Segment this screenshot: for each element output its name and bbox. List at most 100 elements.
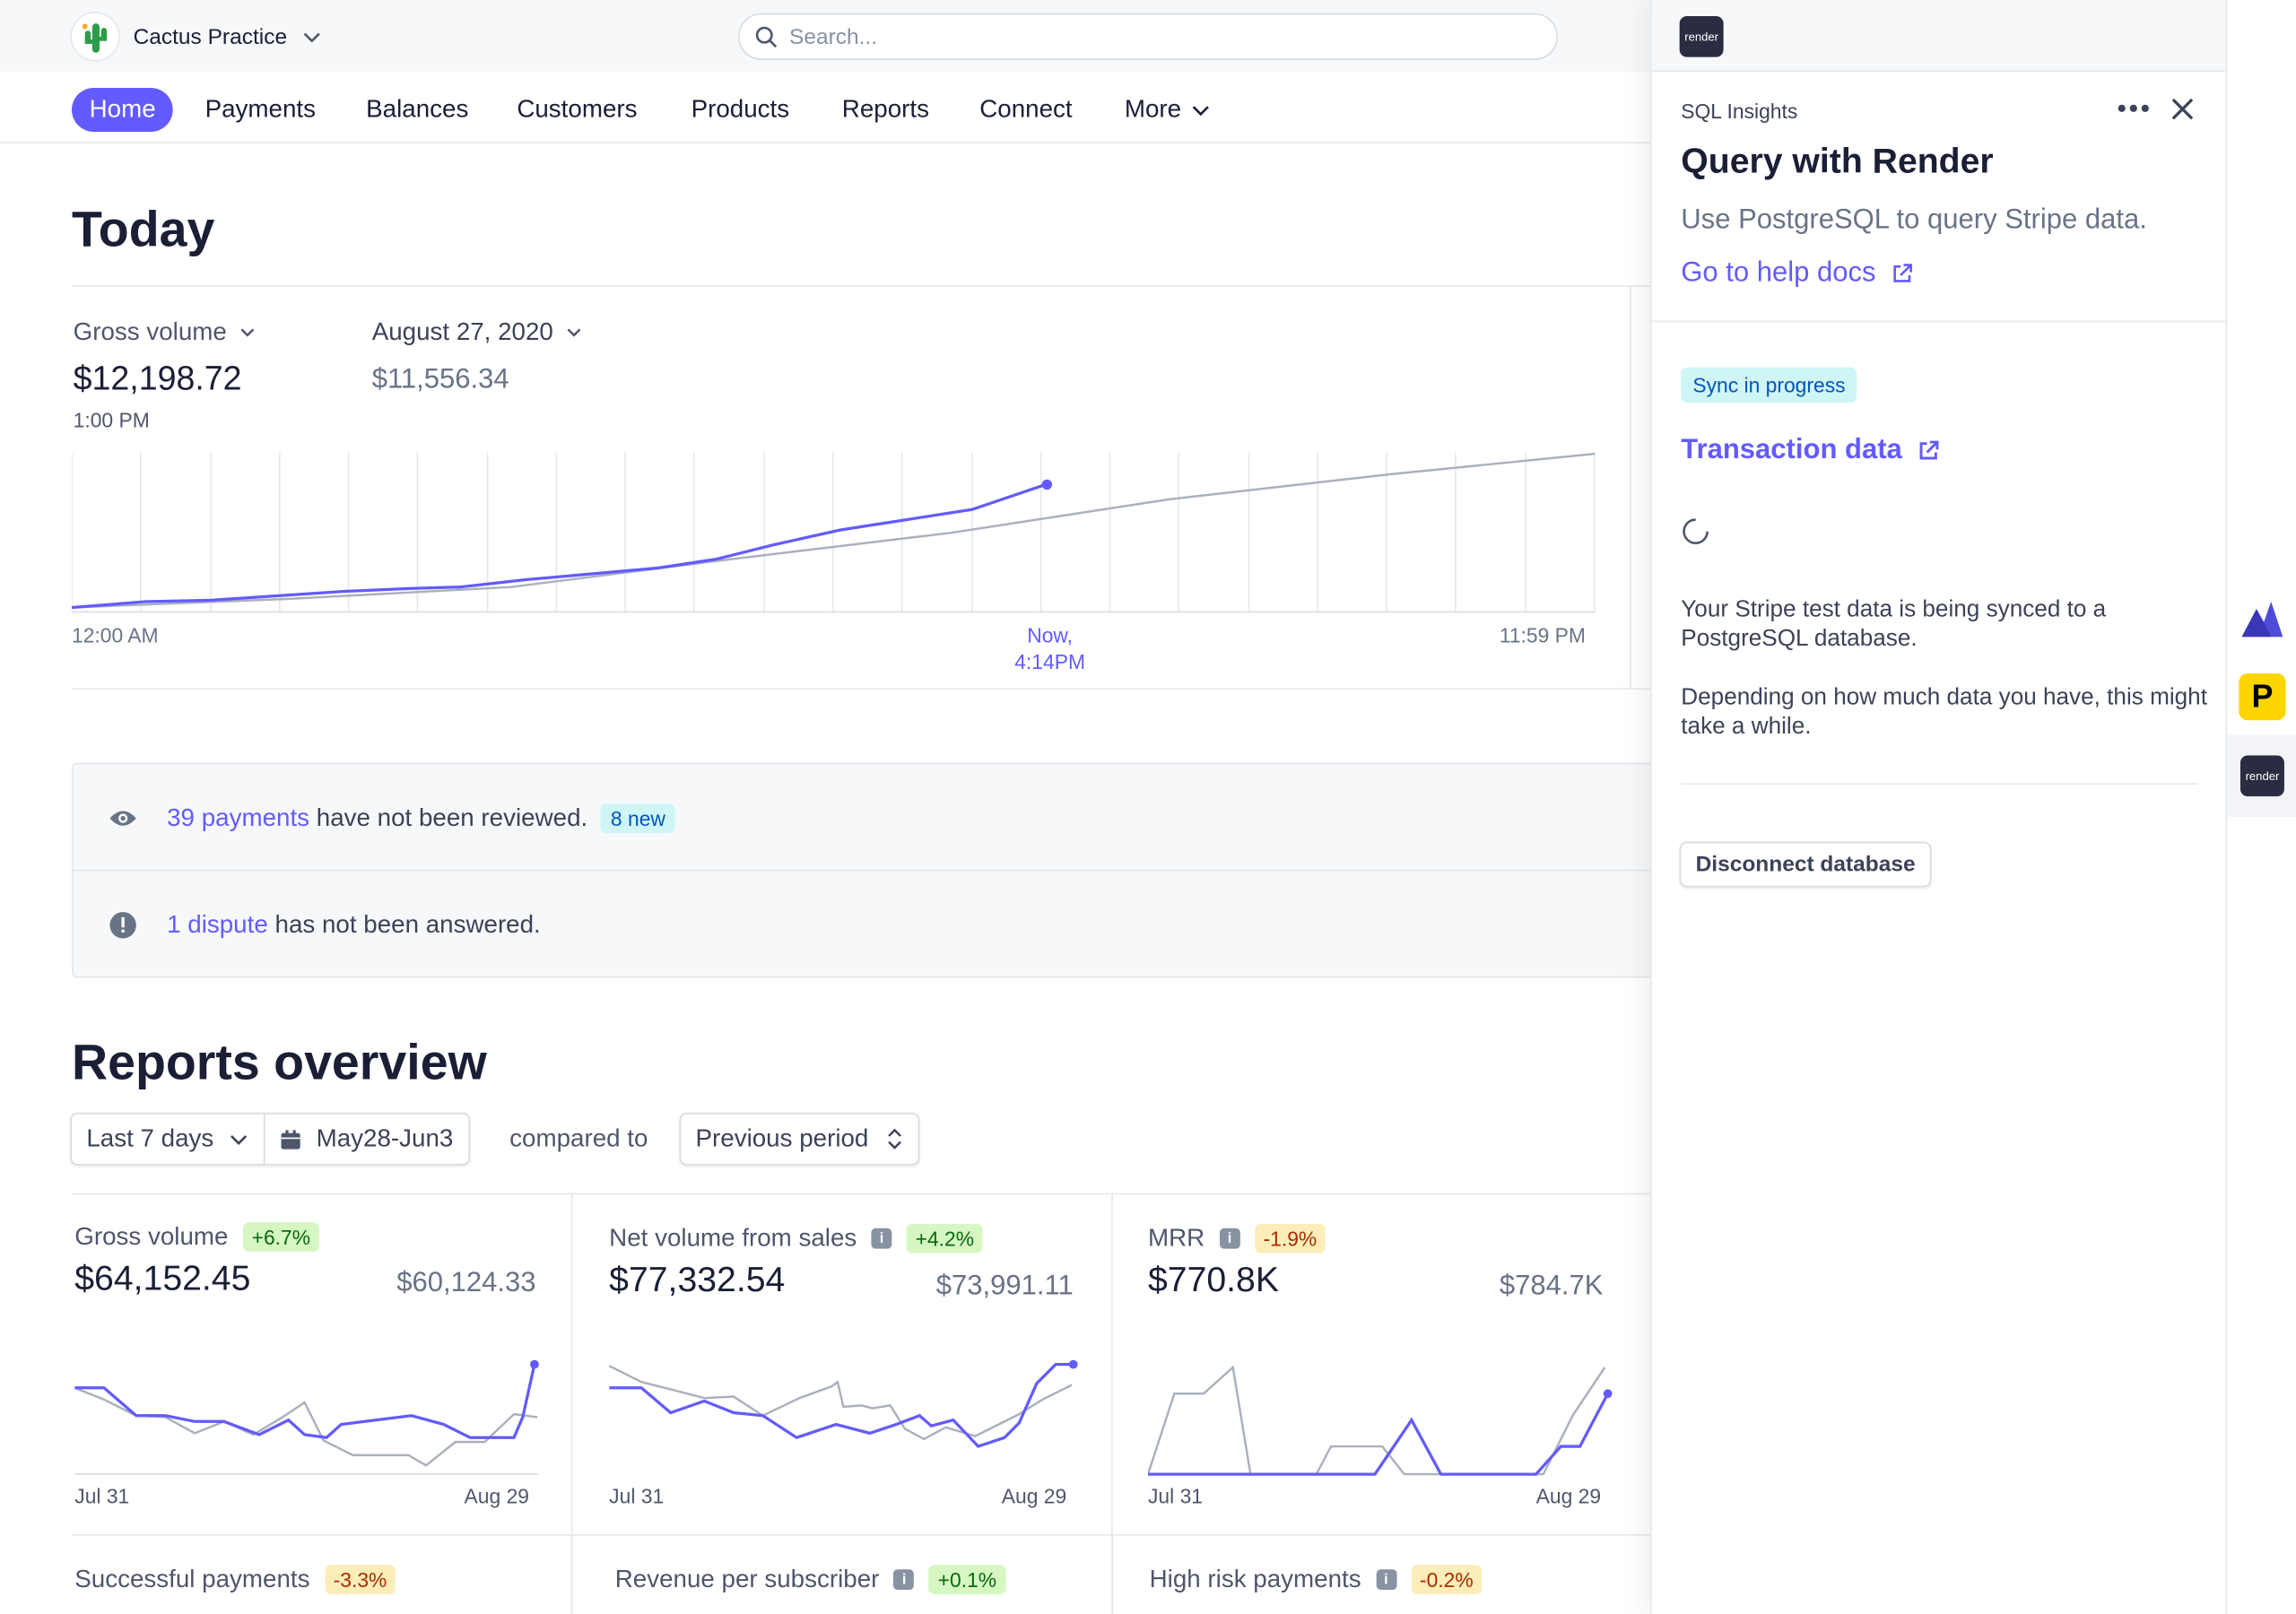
chevron-down-icon bbox=[567, 328, 581, 337]
eye-icon bbox=[109, 810, 136, 825]
date-picker[interactable]: May28-Jun3 bbox=[265, 1114, 467, 1164]
report-card-successful-payments[interactable]: Successful payments -3.3% bbox=[72, 1535, 573, 1614]
range-label: Last 7 days bbox=[86, 1124, 214, 1152]
payments-link[interactable]: 39 payments bbox=[167, 803, 310, 831]
nav-reports[interactable]: Reports bbox=[841, 95, 929, 124]
sync-status-badge: Sync in progress bbox=[1681, 367, 1857, 403]
axis-now-time: 4:14PM bbox=[1014, 649, 1085, 674]
end-marker bbox=[1603, 1389, 1613, 1399]
compare-series-line bbox=[609, 1365, 1073, 1441]
today-series-line bbox=[71, 482, 1047, 610]
dispute-link[interactable]: 1 dispute bbox=[167, 909, 268, 938]
card-label: High risk payments i -0.2% bbox=[1150, 1565, 1483, 1594]
nav-products[interactable]: Products bbox=[691, 95, 790, 124]
nav-more[interactable]: More bbox=[1125, 88, 1211, 132]
compare-date-dropdown[interactable]: August 27, 2020 bbox=[372, 317, 583, 347]
more-options-icon[interactable] bbox=[2118, 102, 2150, 114]
payments-text: have not been reviewed. bbox=[316, 803, 588, 831]
disconnect-database-button[interactable]: Disconnect database bbox=[1679, 841, 1932, 888]
card-prev-value: $60,124.33 bbox=[396, 1267, 536, 1299]
top-bar: Cactus Practice bbox=[0, 0, 1650, 72]
divider bbox=[1651, 320, 2228, 323]
pct-badge: +0.1% bbox=[928, 1565, 1005, 1594]
chevron-down-icon bbox=[303, 32, 320, 43]
dispute-text: has not been answered. bbox=[274, 909, 541, 938]
range-dropdown[interactable]: Last 7 days bbox=[72, 1114, 265, 1164]
compare-series-line bbox=[1147, 1365, 1606, 1476]
card-value: $770.8K bbox=[1147, 1260, 1279, 1300]
report-card-gross-volume[interactable]: Gross volume +6.7% $64,152.45 $60,124.33… bbox=[72, 1194, 573, 1614]
card-value: $77,332.54 bbox=[609, 1260, 786, 1300]
account-switcher[interactable]: Cactus Practice bbox=[71, 13, 322, 60]
cactus-logo-icon bbox=[71, 13, 119, 60]
info-icon: i bbox=[1219, 1228, 1240, 1249]
sparkline-chart bbox=[609, 1359, 1078, 1448]
help-docs-label: Go to help docs bbox=[1681, 257, 1876, 289]
report-card-high-risk[interactable]: High risk payments i -0.2% bbox=[1146, 1536, 1650, 1614]
card-prev-value: $73,991.11 bbox=[935, 1271, 1074, 1302]
alerts-box: 39 payments have not been reviewed. 8 ne… bbox=[71, 762, 1668, 978]
card-label: MRR i -1.9% bbox=[1148, 1223, 1326, 1254]
nav-payments[interactable]: Payments bbox=[204, 95, 316, 124]
panel-subtitle: Use PostgreSQL to query Stripe data. bbox=[1681, 204, 2147, 236]
date-range-control: Last 7 days May28-Jun3 bbox=[70, 1112, 470, 1166]
report-card-mrr[interactable]: MRR i -1.9% $770.8K $784.7K Jul 31 Aug 2… bbox=[1145, 1194, 1650, 1614]
sync-description: Your Stripe test data is being synced to… bbox=[1681, 597, 2107, 652]
help-docs-link[interactable]: Go to help docs bbox=[1681, 257, 1914, 290]
pct-badge: -0.2% bbox=[1411, 1565, 1483, 1594]
compare-period-select[interactable]: Previous period bbox=[679, 1112, 920, 1166]
today-title: Today bbox=[71, 202, 215, 258]
account-name: Cactus Practice bbox=[133, 23, 288, 49]
dispute-alert: 1 dispute has not been answered. bbox=[74, 871, 1666, 977]
divider bbox=[1681, 783, 2198, 785]
info-icon: i bbox=[893, 1569, 915, 1591]
axis-start-label: 12:00 AM bbox=[71, 623, 159, 647]
card-start-date: Jul 31 bbox=[74, 1484, 130, 1508]
compared-to-label: compared to bbox=[509, 1124, 648, 1152]
today-time: 1:00 PM bbox=[73, 408, 150, 432]
current-series-line bbox=[74, 1364, 536, 1439]
compare-series-line bbox=[71, 452, 1596, 609]
card-end-date: Aug 29 bbox=[1001, 1484, 1067, 1508]
gross-volume-dropdown[interactable]: Gross volume bbox=[74, 317, 257, 347]
now-marker bbox=[1041, 479, 1053, 490]
report-card-revenue-per-subscriber[interactable]: Revenue per subscriber i +0.1% bbox=[612, 1535, 1113, 1614]
card-label: Net volume from sales i +4.2% bbox=[609, 1223, 983, 1254]
divider bbox=[71, 1534, 1650, 1536]
card-title: Revenue per subscriber bbox=[614, 1565, 880, 1593]
nav-customers[interactable]: Customers bbox=[517, 95, 638, 124]
nav-home[interactable]: Home bbox=[71, 87, 174, 132]
external-link-icon bbox=[1919, 440, 1939, 460]
render-app-icon[interactable]: render bbox=[2239, 755, 2284, 797]
card-start-date: Jul 31 bbox=[609, 1484, 665, 1508]
close-icon[interactable] bbox=[2170, 97, 2196, 122]
panel-header-bar: render bbox=[1651, 0, 2228, 72]
panel-kicker: SQL Insights bbox=[1681, 100, 1798, 124]
end-marker bbox=[530, 1359, 539, 1369]
nav-balances[interactable]: Balances bbox=[366, 95, 469, 124]
chevron-down-icon bbox=[240, 328, 255, 337]
reports-title: Reports overview bbox=[71, 1035, 487, 1091]
transaction-data-link[interactable]: Transaction data bbox=[1681, 435, 1940, 467]
gross-volume-label: Gross volume bbox=[73, 317, 227, 346]
chart-grid bbox=[71, 452, 1596, 612]
current-series-line bbox=[609, 1362, 1074, 1448]
date-range-label: May28-Jun3 bbox=[316, 1124, 454, 1152]
nav-connect[interactable]: Connect bbox=[979, 95, 1073, 124]
p-app-icon[interactable]: P bbox=[2239, 673, 2286, 721]
sparkline-chart bbox=[74, 1359, 539, 1475]
mountain-app-icon[interactable] bbox=[2239, 594, 2285, 641]
pct-badge: -1.9% bbox=[1254, 1223, 1326, 1254]
today-chart bbox=[71, 452, 1596, 613]
dispute-alert-text: 1 dispute has not been answered. bbox=[167, 910, 541, 940]
pct-badge: +6.7% bbox=[242, 1222, 319, 1252]
pct-badge: +4.2% bbox=[906, 1223, 983, 1254]
divider bbox=[1630, 286, 1631, 690]
search-bar[interactable] bbox=[737, 13, 1559, 60]
divider bbox=[71, 285, 1650, 287]
search-input[interactable] bbox=[788, 23, 1492, 49]
today-gross-value: $12,198.72 bbox=[73, 358, 242, 397]
calendar-icon bbox=[281, 1129, 300, 1149]
app-rail: P render bbox=[2225, 0, 2296, 1614]
report-card-net-volume[interactable]: Net volume from sales i +4.2% $77,332.54… bbox=[606, 1194, 1113, 1614]
